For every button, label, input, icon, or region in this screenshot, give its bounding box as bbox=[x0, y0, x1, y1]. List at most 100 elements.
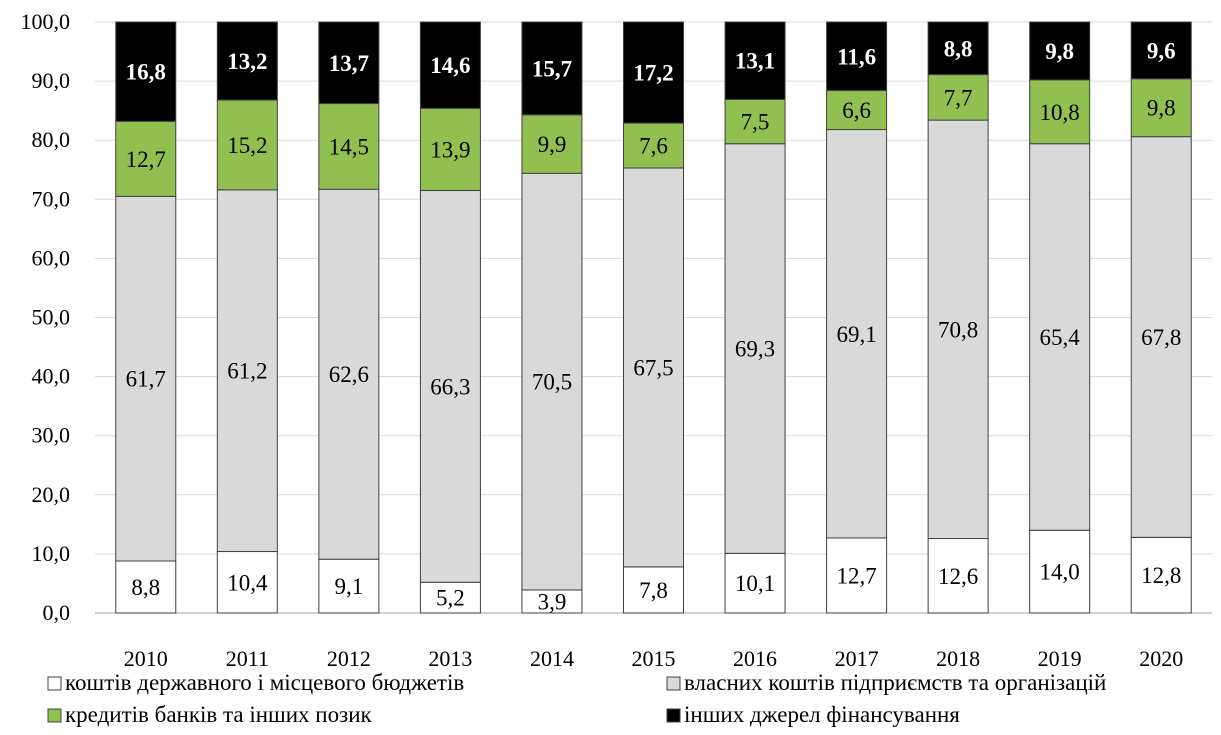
y-tick-label: 70,0 bbox=[32, 186, 71, 211]
data-label: 12,7 bbox=[126, 147, 166, 172]
y-tick-label: 20,0 bbox=[32, 482, 71, 507]
bar-segment bbox=[724, 552, 786, 614]
data-label: 13,2 bbox=[227, 49, 267, 74]
data-label: 9,8 bbox=[1147, 96, 1176, 121]
data-label: 14,6 bbox=[430, 53, 470, 78]
y-tick-label: 40,0 bbox=[32, 364, 71, 389]
data-label: 14,5 bbox=[329, 134, 369, 159]
data-label: 10,1 bbox=[735, 571, 775, 596]
data-label: 10,8 bbox=[1040, 100, 1080, 125]
bar-segment bbox=[1029, 143, 1091, 531]
bar-segment bbox=[115, 21, 177, 122]
data-label: 13,7 bbox=[329, 51, 369, 76]
data-label: 69,3 bbox=[735, 337, 775, 362]
x-tick-label: 2020 bbox=[1139, 646, 1183, 671]
x-tick-label: 2018 bbox=[936, 646, 980, 671]
data-label: 7,8 bbox=[639, 578, 668, 603]
data-label: 8,8 bbox=[131, 575, 160, 600]
legend-label: кредитів банків та інших позик bbox=[65, 702, 372, 727]
data-label: 67,5 bbox=[633, 355, 673, 380]
data-label: 6,6 bbox=[842, 98, 871, 123]
bar-segment bbox=[521, 114, 583, 174]
x-axis: 2010 2011 2012 2013 2014 2015 2016 2017 2018 2019… bbox=[124, 646, 1183, 671]
bar-segment bbox=[419, 21, 481, 109]
data-labels: 8,8 61,7 12,7 16,8 10,4 61,2 15,2 13,2 9,1 62,6 14… bbox=[126, 36, 1182, 614]
data-label: 9,9 bbox=[538, 132, 567, 157]
bar-segment bbox=[1029, 21, 1091, 81]
bar-segment bbox=[115, 560, 177, 614]
y-tick-label: 90,0 bbox=[32, 68, 71, 93]
x-tick-label: 2014 bbox=[530, 646, 574, 671]
y-tick-label: 100,0 bbox=[21, 9, 71, 34]
y-tick-label: 10,0 bbox=[32, 541, 71, 566]
data-label: 17,2 bbox=[633, 61, 673, 86]
bar-segment bbox=[826, 21, 888, 92]
bar-segment bbox=[623, 21, 684, 124]
data-label: 67,8 bbox=[1141, 325, 1181, 350]
x-tick-label: 2011 bbox=[226, 646, 269, 671]
y-tick-label: 50,0 bbox=[32, 305, 71, 330]
bar-segment bbox=[115, 195, 177, 562]
data-label: 10,4 bbox=[227, 570, 268, 595]
bar-segment bbox=[826, 129, 888, 539]
bar-segment bbox=[318, 188, 380, 560]
y-axis: 0,0 10,0 20,0 30,0 40,0 50,0 60,0 70,0 80,0 90,0 1… bbox=[21, 9, 71, 625]
bar-segment bbox=[521, 21, 583, 116]
data-label: 7,6 bbox=[639, 134, 668, 159]
bar-segment bbox=[318, 21, 380, 105]
data-label: 16,8 bbox=[126, 60, 166, 85]
data-label: 61,7 bbox=[126, 367, 166, 392]
data-label: 8,8 bbox=[944, 36, 973, 61]
bar-segment bbox=[623, 167, 684, 568]
bar-segment bbox=[1130, 21, 1192, 80]
data-label: 13,9 bbox=[430, 137, 470, 162]
data-label: 12,8 bbox=[1141, 563, 1181, 588]
bar-segment bbox=[1130, 136, 1192, 538]
bar-segment bbox=[1029, 79, 1091, 145]
bar-segment bbox=[419, 107, 481, 191]
y-tick-label: 60,0 bbox=[32, 245, 71, 270]
data-label: 13,1 bbox=[735, 49, 775, 74]
data-label: 15,2 bbox=[227, 133, 267, 158]
x-tick-label: 2013 bbox=[428, 646, 472, 671]
legend-swatch bbox=[666, 676, 681, 691]
bars bbox=[115, 21, 1192, 614]
bar-segment bbox=[1130, 536, 1192, 614]
legend: коштів державного і місцевого бюджетів вл… bbox=[47, 670, 1106, 727]
bar-segment bbox=[724, 98, 786, 145]
x-tick-label: 2016 bbox=[733, 646, 777, 671]
legend-swatch bbox=[666, 708, 681, 723]
data-label: 66,3 bbox=[430, 374, 470, 399]
x-tick-label: 2015 bbox=[632, 646, 676, 671]
legend-swatch bbox=[47, 676, 62, 691]
legend-label: коштів державного і місцевого бюджетів bbox=[65, 670, 464, 695]
data-label: 69,1 bbox=[836, 322, 876, 347]
data-label: 70,5 bbox=[532, 370, 572, 395]
x-tick-label: 2010 bbox=[124, 646, 168, 671]
legend-swatch bbox=[47, 708, 62, 723]
bar-segment bbox=[1029, 529, 1091, 614]
bar-segment bbox=[927, 538, 989, 614]
x-tick-label: 2019 bbox=[1038, 646, 1082, 671]
bar-segment bbox=[318, 558, 380, 614]
bar-segment bbox=[115, 120, 177, 197]
data-label: 9,1 bbox=[334, 574, 363, 599]
bar-segment bbox=[927, 119, 989, 540]
data-label: 7,7 bbox=[944, 85, 973, 110]
data-label: 15,7 bbox=[532, 56, 572, 81]
bar-segment bbox=[724, 21, 786, 100]
data-label: 11,6 bbox=[837, 44, 876, 69]
data-label: 62,6 bbox=[329, 362, 369, 387]
legend-label: власних коштів підприємств та організаці… bbox=[684, 670, 1106, 695]
bar-segment bbox=[826, 537, 888, 614]
bar-segment bbox=[521, 172, 583, 591]
bar-segment bbox=[927, 21, 989, 76]
data-label: 61,2 bbox=[227, 359, 267, 384]
bar-segment bbox=[318, 103, 380, 190]
bar-segment bbox=[216, 551, 278, 614]
data-label: 65,4 bbox=[1040, 325, 1081, 350]
data-label: 5,2 bbox=[436, 586, 465, 611]
bar-segment bbox=[1130, 78, 1192, 138]
x-tick-label: 2017 bbox=[835, 646, 879, 671]
